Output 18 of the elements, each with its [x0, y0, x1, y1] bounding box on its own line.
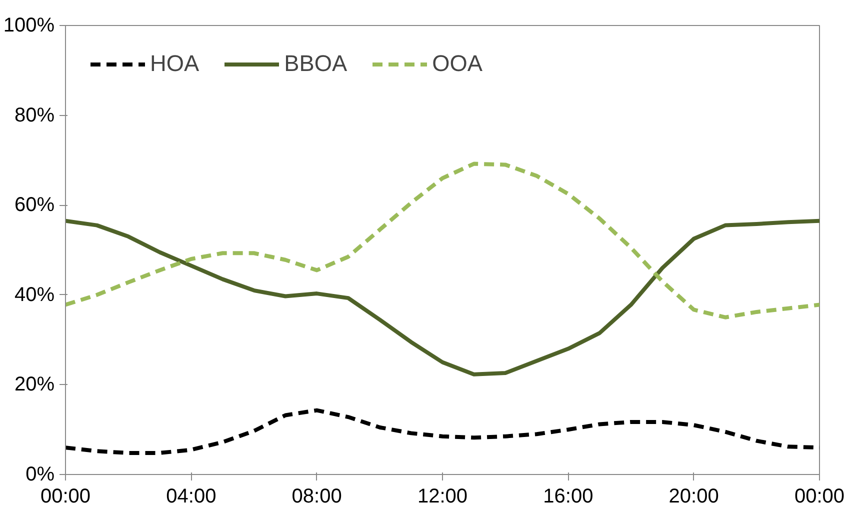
line-series — [66, 162, 820, 320]
x-tick-label: 20:00 — [668, 486, 719, 508]
x-tick-label: 08:00 — [292, 486, 342, 508]
legend-label: HOA — [150, 50, 200, 77]
line-series — [66, 218, 820, 376]
x-tick-label: 12:00 — [417, 486, 468, 508]
x-tick-label: 16:00 — [543, 486, 594, 508]
y-tick-label: 60% — [14, 194, 55, 216]
x-tick-label: 00:00 — [794, 486, 845, 508]
y-tick-label: 80% — [14, 104, 55, 126]
y-tick-label: 0% — [26, 464, 55, 486]
x-tick-label: 04:00 — [166, 486, 216, 508]
legend-label: BBOA — [284, 50, 348, 77]
y-tick-label: 20% — [14, 374, 55, 396]
y-tick-label: 100% — [3, 14, 55, 36]
x-tick-label: 00:00 — [40, 486, 91, 508]
y-tick-label: 40% — [14, 284, 55, 306]
legend-label: OOA — [432, 50, 482, 77]
